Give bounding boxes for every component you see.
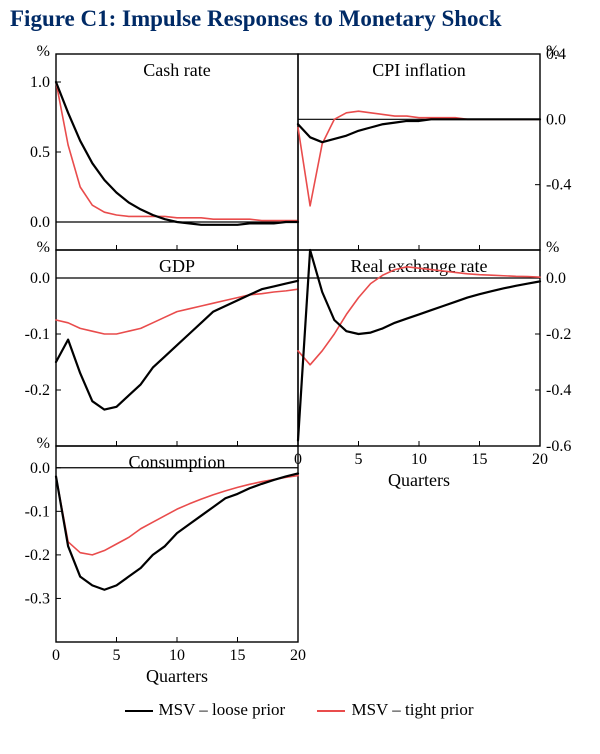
- legend-item-loose: MSV – loose prior: [125, 700, 286, 720]
- svg-text:-0.1: -0.1: [25, 503, 50, 520]
- legend-swatch-tight: [317, 710, 345, 712]
- svg-text:1.0: 1.0: [30, 74, 50, 91]
- svg-text:%: %: [37, 239, 50, 256]
- svg-text:%: %: [37, 435, 50, 452]
- svg-text:-0.2: -0.2: [25, 547, 50, 564]
- svg-text:0.0: 0.0: [546, 111, 566, 128]
- panel-cash_rate: 0.0 0.5 1.0% Cash rate: [30, 43, 298, 250]
- svg-text:Consumption: Consumption: [128, 452, 225, 472]
- svg-text:0.0: 0.0: [30, 270, 50, 287]
- chart-svg: 0.00.51.0%Cash rate-0.40.00.4%CPI inflat…: [10, 34, 586, 694]
- svg-text:CPI inflation: CPI inflation: [372, 60, 466, 80]
- svg-text:10: 10: [411, 451, 427, 468]
- svg-text:0.0: 0.0: [30, 214, 50, 231]
- svg-text:-0.4: -0.4: [546, 177, 571, 194]
- chart-area: 0.00.51.0%Cash rate-0.40.00.4%CPI inflat…: [10, 34, 588, 694]
- svg-text:5: 5: [113, 647, 121, 664]
- svg-text:0.0: 0.0: [30, 460, 50, 477]
- legend-item-tight: MSV – tight prior: [317, 700, 473, 720]
- panel-real_exchange_rate: -0.6-0.4-0.20.0%05101520QuartersReal exc…: [294, 239, 571, 490]
- svg-text:GDP: GDP: [159, 256, 195, 276]
- legend-label-tight: MSV – tight prior: [351, 700, 473, 719]
- svg-text:0: 0: [52, 647, 60, 664]
- figure-title: Figure C1: Impulse Responses to Monetary…: [10, 6, 588, 32]
- svg-text:Quarters: Quarters: [388, 470, 450, 490]
- legend-swatch-loose: [125, 710, 153, 712]
- svg-text:0.5: 0.5: [30, 144, 50, 161]
- svg-text:20: 20: [290, 647, 306, 664]
- panel-gdp: -0.2 -0.1 0.0% GDP: [25, 239, 298, 446]
- svg-text:-0.6: -0.6: [546, 438, 571, 455]
- svg-text:5: 5: [355, 451, 363, 468]
- svg-text:-0.3: -0.3: [25, 590, 50, 607]
- legend: MSV – loose prior MSV – tight prior: [10, 700, 588, 720]
- svg-text:10: 10: [169, 647, 185, 664]
- svg-text:Quarters: Quarters: [146, 666, 208, 686]
- svg-text:%: %: [546, 43, 559, 60]
- svg-text:Cash rate: Cash rate: [143, 60, 210, 80]
- svg-text:-0.2: -0.2: [546, 326, 571, 343]
- svg-text:%: %: [546, 239, 559, 256]
- svg-text:20: 20: [532, 451, 548, 468]
- svg-text:-0.4: -0.4: [546, 382, 571, 399]
- panel-cpi_inflation: -0.40.00.4%CPI inflation: [298, 43, 571, 250]
- svg-text:15: 15: [472, 451, 488, 468]
- svg-text:0.0: 0.0: [546, 270, 566, 287]
- figure-c1: Figure C1: Impulse Responses to Monetary…: [0, 0, 600, 728]
- panel-consumption: -0.3 -0.2 -0.1 0.0% 0 5 10 15 20 Quarters Consumpt…: [25, 435, 306, 686]
- svg-text:15: 15: [230, 647, 246, 664]
- legend-label-loose: MSV – loose prior: [159, 700, 286, 719]
- svg-text:-0.1: -0.1: [25, 326, 50, 343]
- svg-text:%: %: [37, 43, 50, 60]
- svg-text:-0.2: -0.2: [25, 382, 50, 399]
